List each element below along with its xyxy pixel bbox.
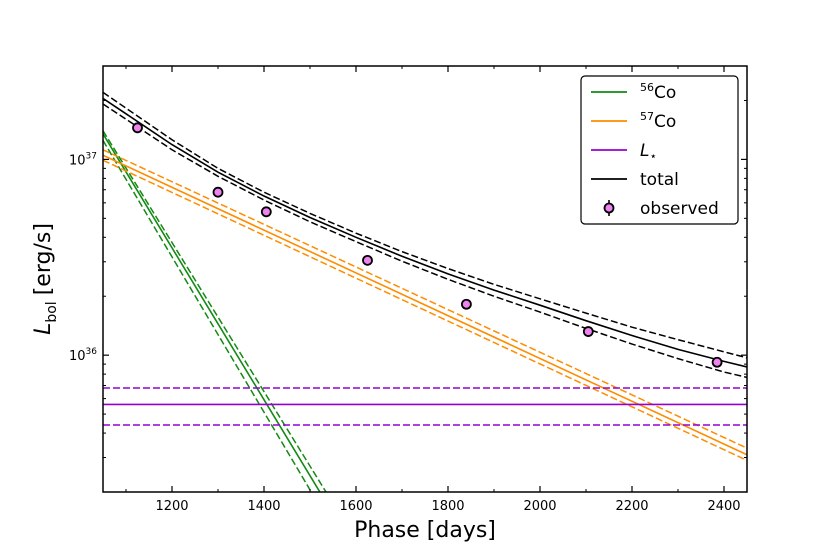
x-tick-label: 1400 xyxy=(247,499,280,514)
observed-point xyxy=(260,206,272,218)
y-axis-label: Lbol [erg/s] xyxy=(31,223,60,335)
legend: 56Co 57Co L⋆ total observed xyxy=(580,75,739,225)
series-total-line xyxy=(103,97,747,368)
observed-point xyxy=(460,298,472,310)
x-axis-label: Phase [days] xyxy=(354,518,496,543)
x-tick-label: 2200 xyxy=(615,499,648,514)
legend-label-l-star: L⋆ xyxy=(640,141,657,163)
legend-box xyxy=(580,75,739,225)
x-tick-label: 2400 xyxy=(707,499,740,514)
observed-point xyxy=(212,186,224,198)
legend-label-total: total xyxy=(640,170,679,190)
plot-frame xyxy=(102,65,748,493)
y-axis-label-sub: bol xyxy=(44,301,60,322)
observed-point xyxy=(132,122,143,134)
x-tick-label: 1200 xyxy=(155,499,188,514)
axis-ticks: 1200 1400 1600 1800 2000 2200 2400 1036 1037 xyxy=(69,65,747,514)
x-tick-label: 2000 xyxy=(523,499,556,514)
series-56co-upper-line xyxy=(103,130,327,492)
y-axis-label-main: L xyxy=(31,323,56,335)
y-tick-label: 1036 xyxy=(69,347,97,364)
series-total-upper-line xyxy=(103,91,747,359)
observed-point xyxy=(582,326,594,337)
plot-area xyxy=(103,91,747,492)
series-56co-line xyxy=(103,133,321,492)
legend-swatch-observed xyxy=(603,202,615,214)
svg-text:Lbol[erg/s]: Lbol [erg/s] xyxy=(31,223,60,335)
legend-label-56co: 56Co xyxy=(640,81,676,103)
x-tick-label: 1600 xyxy=(339,499,372,514)
series-57co-lower-line xyxy=(103,159,747,462)
observed-point xyxy=(711,356,723,368)
observed-point xyxy=(362,254,373,266)
series-56co-lower-line xyxy=(103,140,313,492)
legend-label-57co: 57Co xyxy=(640,110,676,132)
series-total-lower-line xyxy=(103,103,747,379)
legend-label-observed: observed xyxy=(640,199,719,219)
series-57co-upper-line xyxy=(103,149,747,449)
y-tick-label: 1037 xyxy=(69,151,97,168)
y-axis-label-units: [erg/s] xyxy=(31,223,56,295)
x-tick-label: 1800 xyxy=(431,499,464,514)
